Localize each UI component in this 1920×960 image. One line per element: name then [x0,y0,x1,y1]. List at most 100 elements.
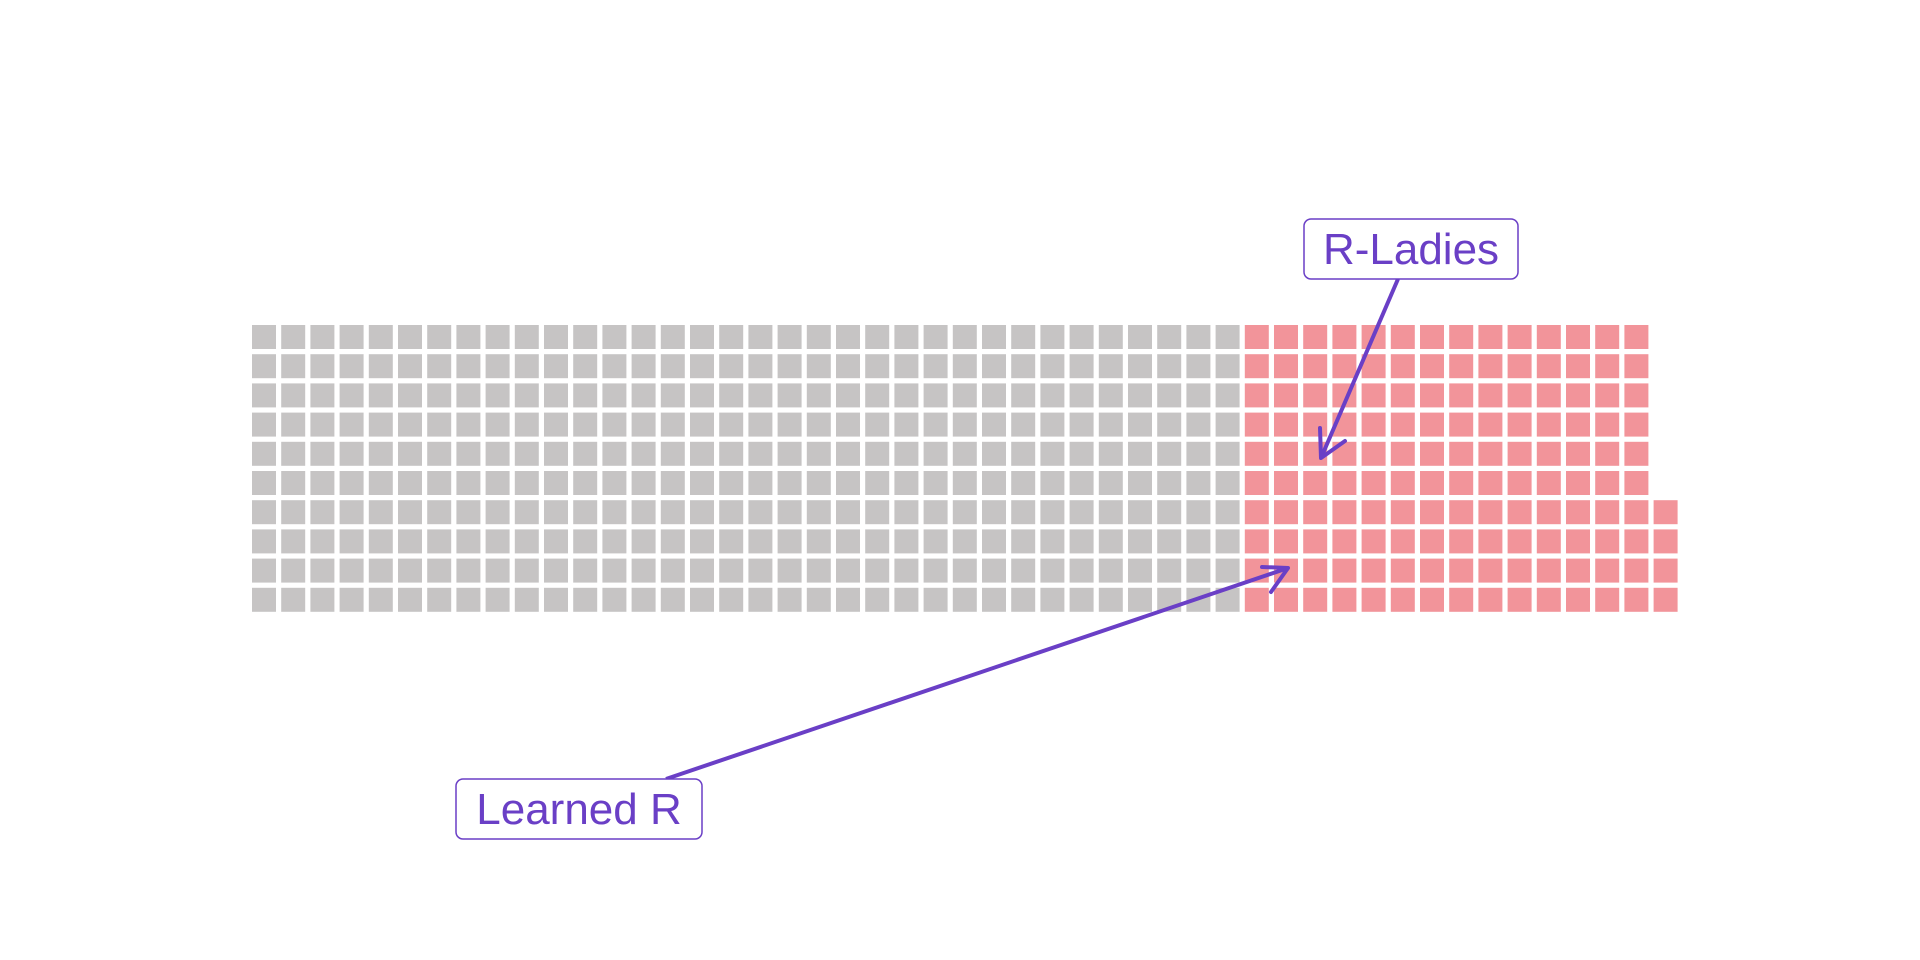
waffle-cell-segment-0 [252,383,276,408]
waffle-cell-segment-0 [281,558,306,583]
waffle-cell-segment-0 [1215,500,1240,525]
waffle-cell-segment-0 [252,354,276,379]
waffle-cell-segment-0 [660,529,685,554]
waffle-cell-segment-0 [398,441,422,466]
waffle-cell-segment-0 [982,500,1006,525]
waffle-cell-segment-1 [1303,471,1328,495]
waffle-cell-segment-0 [748,587,773,612]
waffle-cell-segment-0 [398,412,422,437]
waffle-cell-segment-0 [514,354,539,379]
waffle-cell-segment-0 [427,471,452,495]
waffle-cell-segment-0 [368,500,393,525]
waffle-cell-segment-0 [456,500,481,525]
waffle-cell-segment-0 [894,354,919,379]
waffle-cell-segment-0 [252,500,276,525]
waffle-cell-segment-0 [310,529,335,554]
waffle-cell-segment-0 [485,325,510,349]
waffle-cell-segment-0 [952,441,977,466]
waffle-cell-segment-0 [660,441,685,466]
waffle-cell-segment-1 [1449,558,1474,583]
waffle-cell-segment-1 [1303,383,1328,408]
waffle-cell-segment-1 [1566,325,1590,349]
waffle-cell-segment-0 [485,383,510,408]
waffle-cell-segment-0 [865,471,890,495]
waffle-cell-segment-0 [427,412,452,437]
waffle-cell-segment-0 [310,441,335,466]
waffle-cell-segment-0 [1186,383,1211,408]
waffle-cell-segment-0 [281,325,306,349]
waffle-cell-segment-1 [1332,558,1357,583]
waffle-cell-segment-0 [923,325,948,349]
waffle-cell-segment-0 [631,412,656,437]
waffle-cell-segment-0 [690,354,714,379]
waffle-cell-segment-1 [1420,500,1444,525]
waffle-cell-segment-0 [544,587,568,612]
waffle-cell-segment-1 [1303,529,1328,554]
waffle-cell-segment-0 [456,354,481,379]
waffle-cell-segment-0 [427,354,452,379]
waffle-cell-segment-1 [1507,500,1532,525]
annotation-arrowhead-learned-r [1260,565,1290,594]
waffle-cell-segment-1 [1449,471,1474,495]
waffle-cell-segment-0 [777,354,802,379]
waffle-cell-segment-0 [923,354,948,379]
waffle-cell-segment-0 [456,383,481,408]
waffle-cell-segment-0 [982,383,1006,408]
waffle-cell-segment-0 [310,558,335,583]
waffle-cell-segment-0 [923,558,948,583]
waffle-cell-segment-0 [806,529,831,554]
waffle-cell-segment-0 [836,325,860,349]
waffle-cell-segment-1 [1274,383,1298,408]
waffle-cell-segment-0 [573,325,598,349]
waffle-cell-segment-0 [398,383,422,408]
waffle-cell-segment-0 [514,471,539,495]
waffle-cell-segment-0 [339,383,364,408]
waffle-cell-segment-0 [1069,529,1094,554]
waffle-cell-segment-0 [252,529,276,554]
waffle-cell-segment-0 [398,558,422,583]
waffle-cell-segment-1 [1303,354,1328,379]
waffle-cell-segment-0 [573,354,598,379]
waffle-cell-segment-0 [485,354,510,379]
waffle-cell-segment-1 [1507,471,1532,495]
waffle-cell-segment-0 [1040,500,1065,525]
waffle-cell-segment-0 [281,412,306,437]
waffle-cell-segment-0 [1040,325,1065,349]
waffle-cell-segment-1 [1303,587,1328,612]
waffle-cell-segment-0 [368,354,393,379]
waffle-cell-segment-0 [398,471,422,495]
waffle-cell-segment-0 [281,529,306,554]
waffle-cell-segment-0 [982,587,1006,612]
waffle-cell-segment-0 [719,354,744,379]
waffle-cell-segment-0 [1215,383,1240,408]
waffle-cell-segment-0 [631,558,656,583]
annotation-arrow-learned-r [665,566,1289,781]
waffle-cell-segment-1 [1566,558,1590,583]
waffle-cell-segment-0 [485,412,510,437]
waffle-cell-segment-1 [1624,325,1649,349]
waffle-cell-segment-1 [1624,500,1649,525]
waffle-cell-segment-0 [602,529,627,554]
waffle-cell-segment-1 [1390,354,1415,379]
annotation-box-learned-r [455,778,703,840]
waffle-cell-segment-0 [1011,441,1036,466]
waffle-cell-segment-1 [1420,383,1444,408]
waffle-cell-segment-0 [427,587,452,612]
waffle-cell-segment-0 [427,325,452,349]
waffle-cell-segment-0 [836,529,860,554]
waffle-cell-segment-1 [1332,471,1357,495]
waffle-cell-segment-0 [398,529,422,554]
waffle-cell-segment-0 [398,587,422,612]
waffle-cell-segment-0 [602,500,627,525]
waffle-cell-segment-1 [1536,325,1561,349]
waffle-cell-segment-1 [1303,412,1328,437]
waffle-cell-segment-1 [1274,587,1298,612]
waffle-cell-segment-1 [1536,471,1561,495]
waffle-cell-segment-0 [544,500,568,525]
waffle-cell-segment-1 [1566,412,1590,437]
waffle-cell-segment-0 [1157,441,1182,466]
waffle-cell-segment-0 [1186,558,1211,583]
waffle-cell-segment-0 [1186,441,1211,466]
waffle-cell-segment-0 [777,441,802,466]
waffle-cell-segment-1 [1244,500,1269,525]
